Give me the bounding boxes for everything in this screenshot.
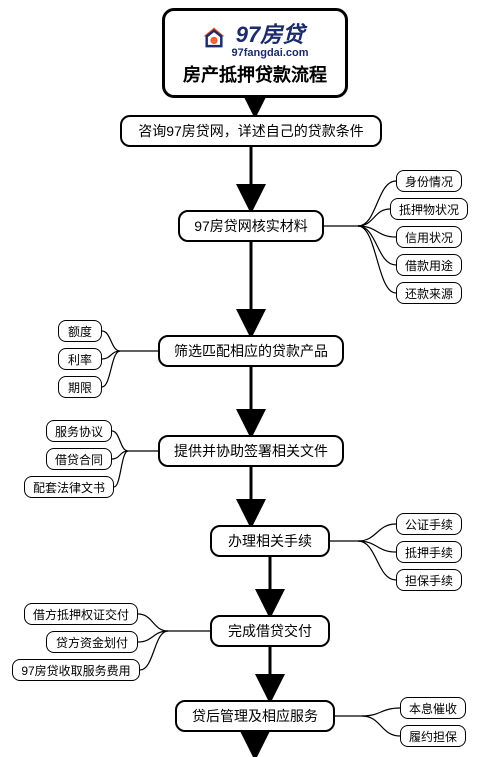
side-node: 配套法律文书 xyxy=(24,476,114,498)
logo-brand-cn: 97房贷 xyxy=(231,17,308,49)
logo-brand-url: 97fangdai.com xyxy=(231,47,308,59)
flow-node-n7: 贷后管理及相应服务 xyxy=(175,700,335,732)
house-logo-icon xyxy=(201,25,227,51)
side-node: 借款用途 xyxy=(396,254,462,276)
flow-node-n4: 提供并协助签署相关文件 xyxy=(158,435,344,467)
side-node: 借贷合同 xyxy=(46,448,112,470)
side-node: 借方抵押权证交付 xyxy=(24,603,138,625)
side-node: 抵押物状况 xyxy=(390,198,468,220)
side-node: 担保手续 xyxy=(396,569,462,591)
flowchart-canvas: 97房贷 97fangdai.com 房产抵押贷款流程 咨询97房贷网，详述自己… xyxy=(0,0,500,757)
flow-node-n1: 咨询97房贷网，详述自己的贷款条件 xyxy=(120,115,382,147)
logo-brand-text: 97房贷 97fangdai.com xyxy=(231,17,308,59)
side-node: 额度 xyxy=(58,320,102,342)
flow-node-n6: 完成借贷交付 xyxy=(210,615,330,647)
side-node: 履约担保 xyxy=(400,725,466,747)
flow-node-n3: 筛选匹配相应的贷款产品 xyxy=(158,335,344,367)
side-node: 公证手续 xyxy=(396,513,462,535)
side-node: 抵押手续 xyxy=(396,541,462,563)
header-box: 97房贷 97fangdai.com 房产抵押贷款流程 xyxy=(162,8,348,98)
logo-row: 97房贷 97fangdai.com xyxy=(179,17,331,59)
flow-node-n2: 97房贷网核实材料 xyxy=(178,210,324,242)
side-node: 本息催收 xyxy=(400,697,466,719)
flow-node-n5: 办理相关手续 xyxy=(210,525,330,557)
side-node: 贷方资金划付 xyxy=(46,631,138,653)
side-node: 服务协议 xyxy=(46,420,112,442)
side-node: 期限 xyxy=(58,376,102,398)
header-title: 房产抵押贷款流程 xyxy=(179,61,331,87)
side-node: 信用状况 xyxy=(396,226,462,248)
side-node: 还款来源 xyxy=(396,282,462,304)
side-node: 利率 xyxy=(58,348,102,370)
side-node: 97房贷收取服务费用 xyxy=(12,659,140,681)
side-node: 身份情况 xyxy=(396,170,462,192)
